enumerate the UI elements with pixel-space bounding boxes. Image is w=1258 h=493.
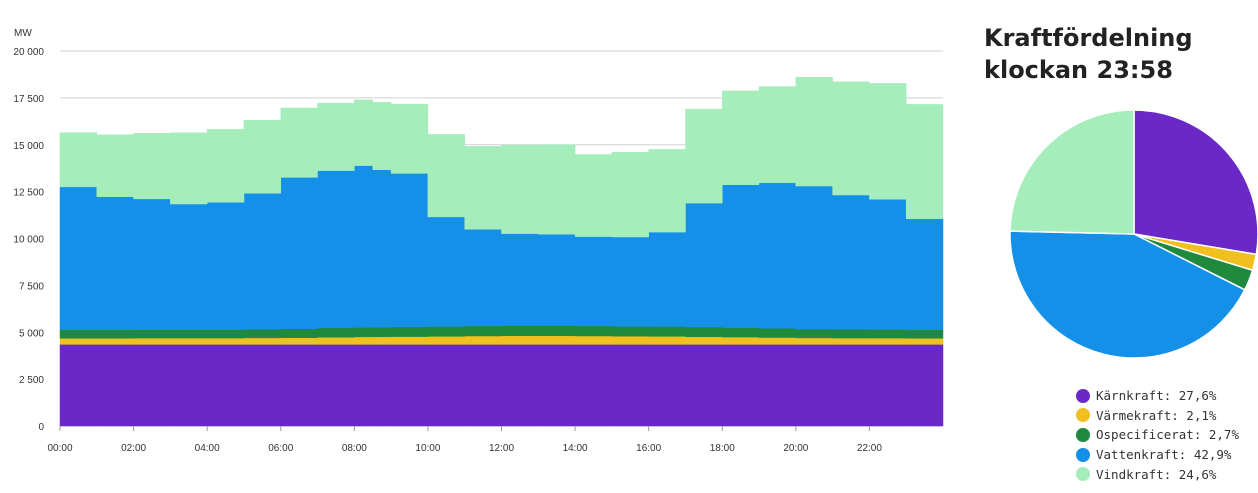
legend-swatch (1076, 388, 1090, 403)
legend-item: Ospecificerat: 2,7% (1076, 425, 1239, 445)
legend-swatch (1076, 408, 1090, 423)
x-tick-label: 02:00 (121, 443, 146, 454)
x-tick-label: 12:00 (489, 443, 514, 454)
x-tick-label: 18:00 (710, 443, 735, 454)
y-tick-label: 17 500 (13, 94, 44, 105)
legend-label: Kärnkraft: 27,6% (1096, 388, 1217, 404)
pie-slice-vindkraft (1009, 109, 1135, 235)
y-tick-label: 15 000 (13, 141, 44, 152)
legend-swatch (1076, 467, 1090, 482)
x-tick-label: 00:00 (47, 443, 72, 454)
y-tick-label: 12 500 (13, 188, 44, 199)
x-tick-label: 14:00 (563, 443, 588, 454)
x-axis-ticks: 00:00 02:00 04:00 06:00 08:00 10:00 12:00 14:00… (47, 426, 882, 454)
pie-legend: Kärnkraft: 27,6% Värmekraft: 2,1% Ospecifi… (1076, 386, 1239, 484)
y-axis-ticks: 0 2 500 5 000 7 500 10 000 12 500 15 000 17 500… (13, 47, 44, 433)
x-tick-label: 22:00 (857, 443, 882, 454)
legend-swatch (1076, 427, 1090, 442)
legend-label: Ospecificerat: 2,7% (1096, 427, 1239, 443)
x-tick-label: 06:00 (268, 443, 293, 454)
area-series-0 (59, 344, 944, 427)
legend-label: Värmekraft: 2,1% (1096, 407, 1217, 423)
stacked-areas (59, 77, 944, 427)
pie-chart-title: Kraftfördelning klockan 23:58 (984, 24, 1193, 84)
legend-item: Värmekraft: 2,1% (1076, 406, 1239, 426)
legend-label: Vattenkraft: 42,9% (1096, 447, 1232, 463)
y-tick-label: 2 500 (19, 375, 44, 386)
legend-item: Vindkraft: 24,6% (1076, 464, 1239, 484)
x-tick-label: 16:00 (636, 443, 661, 454)
legend-label: Vindkraft: 24,6% (1096, 466, 1217, 482)
y-tick-label: 5 000 (19, 328, 44, 339)
x-tick-label: 04:00 (195, 443, 220, 454)
pie-slice-vattenkraft (1009, 230, 1246, 359)
area-chart: MW 0 2 500 5 000 7 500 10 000 12 500 15 000 17 … (13, 28, 944, 454)
area-series-4 (59, 77, 944, 238)
y-axis-unit-label: MW (14, 28, 32, 39)
pie-slice-kärnkraft (1133, 109, 1258, 256)
y-tick-label: 0 (38, 422, 44, 433)
y-tick-label: 10 000 (13, 235, 44, 246)
legend-swatch (1076, 447, 1090, 462)
y-tick-label: 20 000 (13, 47, 44, 58)
legend-item: Vattenkraft: 42,9% (1076, 445, 1239, 465)
pie-slices (1009, 109, 1258, 359)
x-tick-label: 08:00 (342, 443, 367, 454)
y-tick-label: 7 500 (19, 281, 44, 292)
x-tick-label: 20:00 (783, 443, 808, 454)
legend-item: Kärnkraft: 27,6% (1076, 386, 1239, 406)
pie-chart (1009, 109, 1258, 359)
x-tick-label: 10:00 (415, 443, 440, 454)
